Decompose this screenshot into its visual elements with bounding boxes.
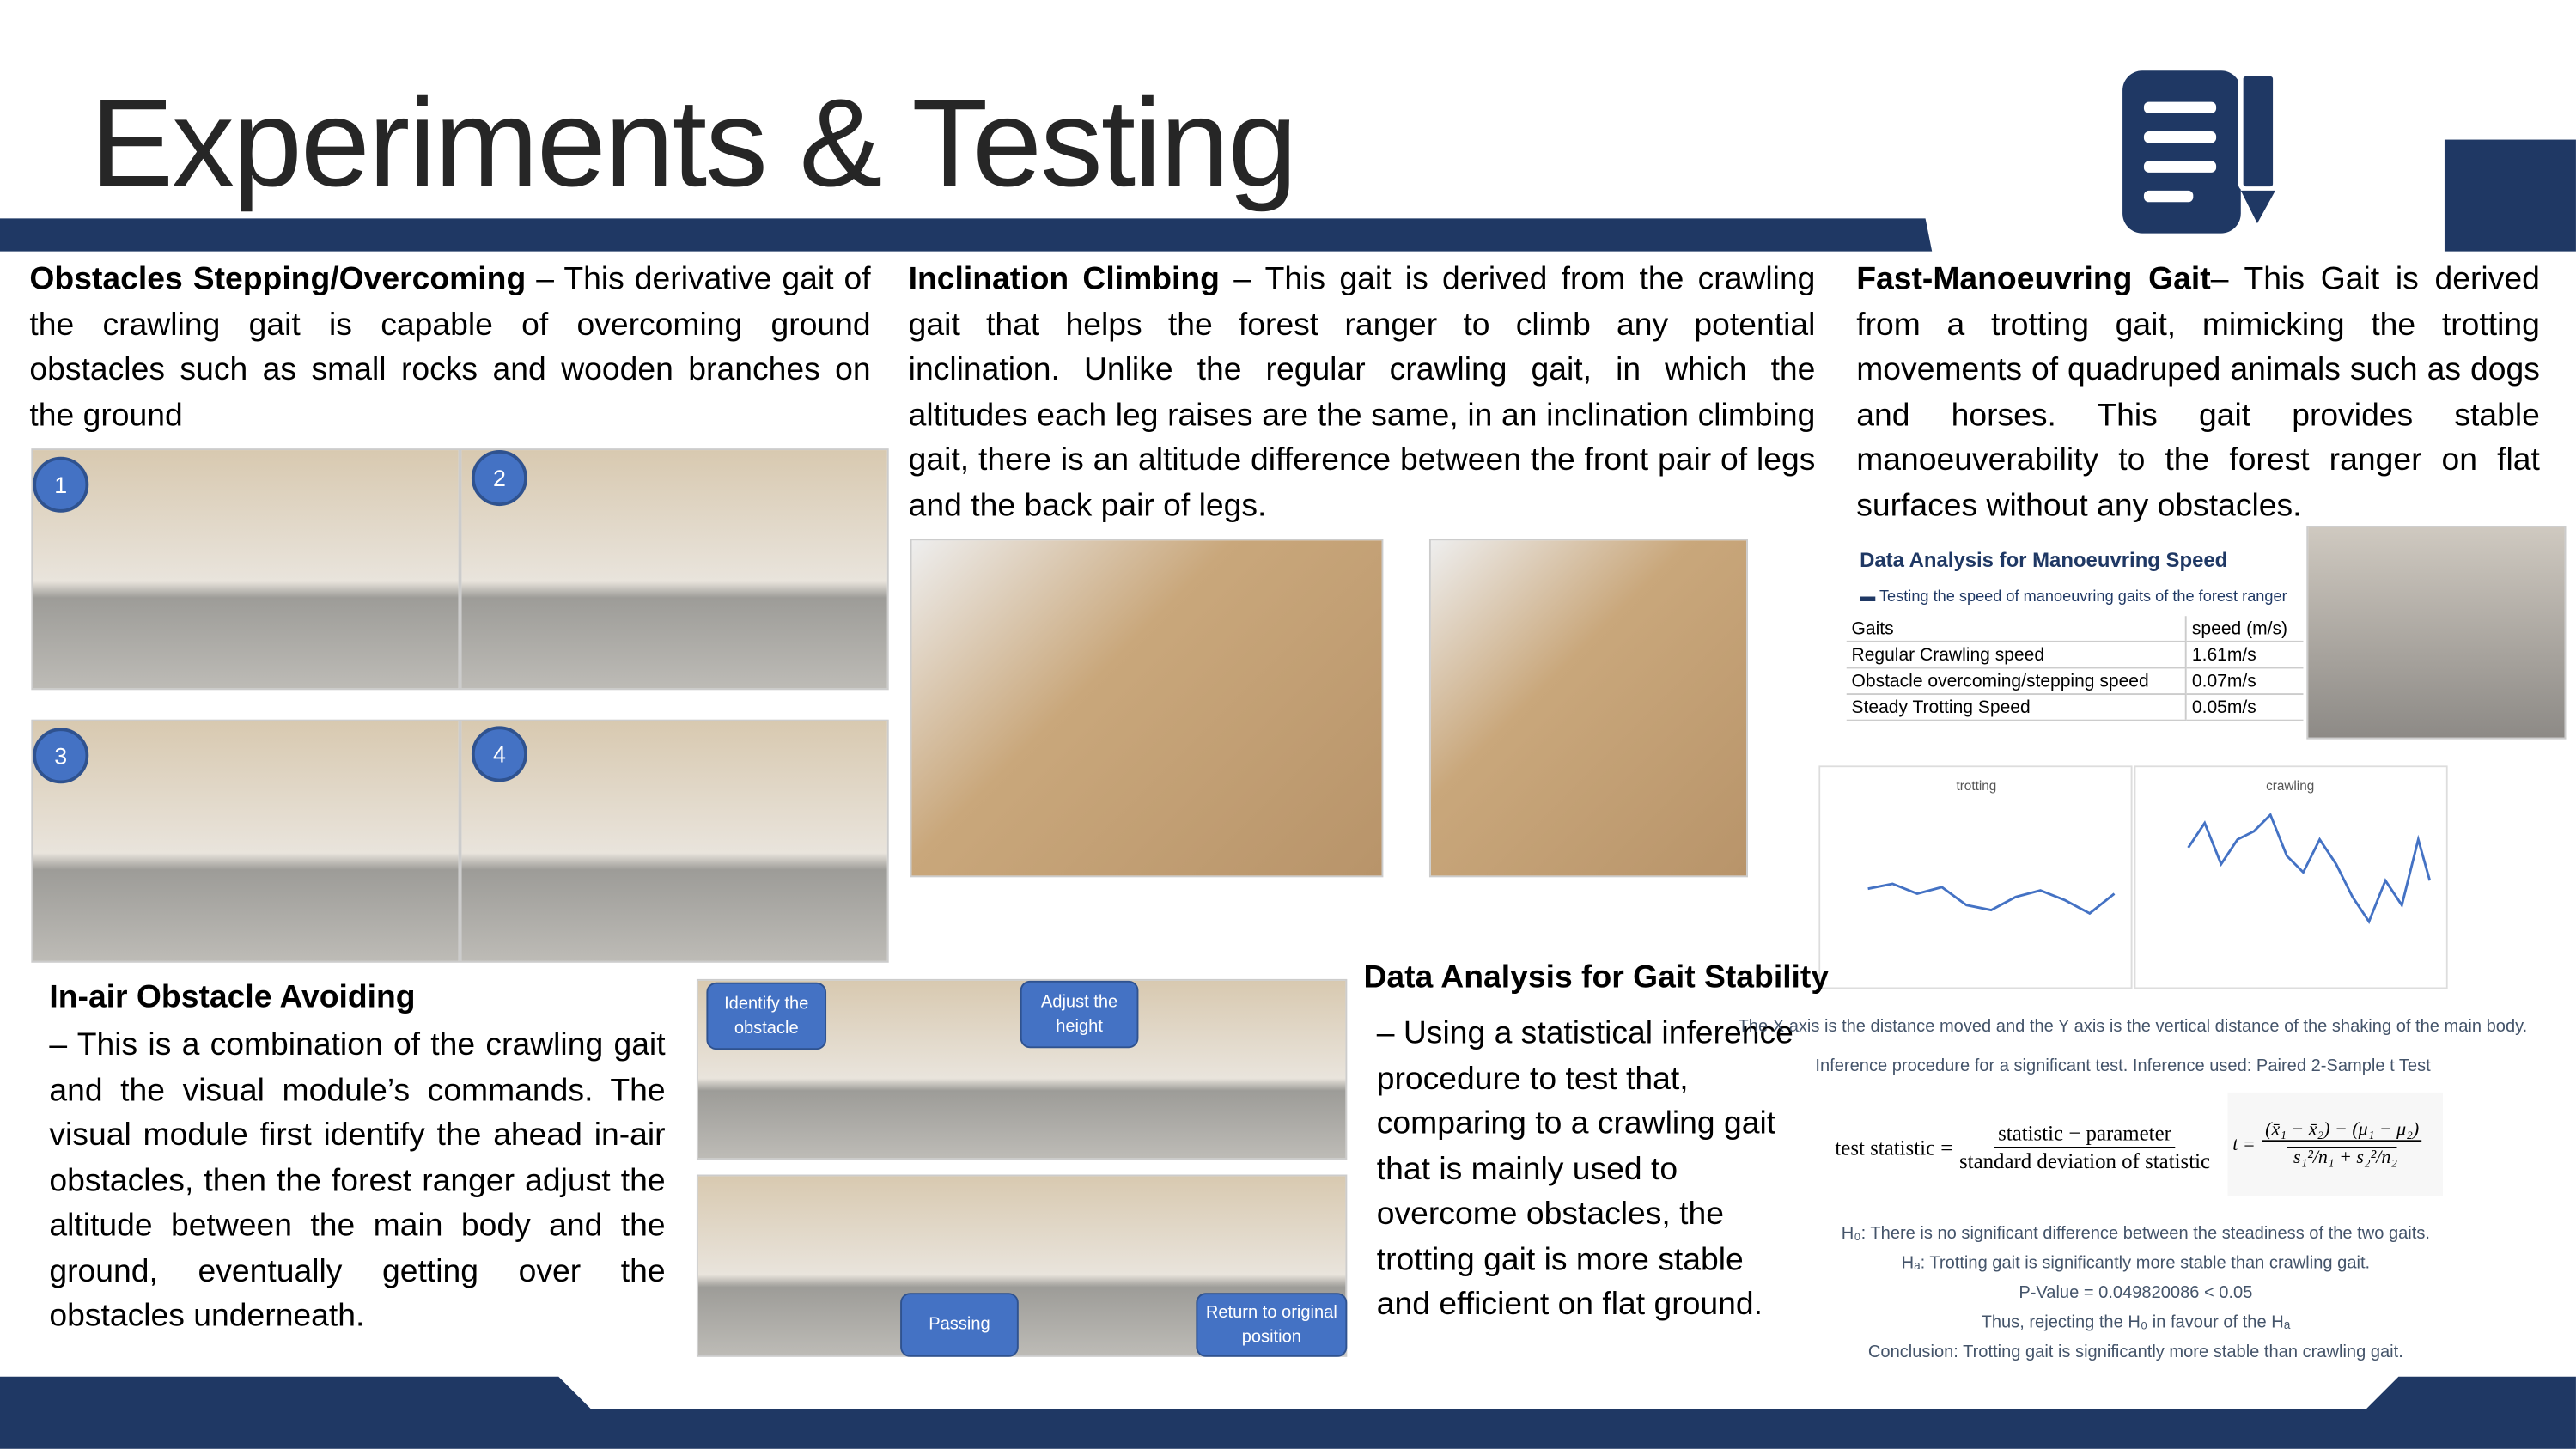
t-formula: t = (x̄₁ − x̄₂) − (μ₁ − μ₂) s₁²/n₁ + s₂²…	[2227, 1092, 2444, 1196]
section-heading: Obstacles Stepping/Overcoming	[29, 261, 527, 298]
section-heading: Data Analysis for Gait Stability	[1363, 959, 1830, 996]
fraction: statistic − parameter standard deviation…	[1959, 1120, 2210, 1174]
step-label: 4	[471, 726, 527, 782]
table-header: speed (m/s)	[2185, 616, 2304, 642]
step-label: 3	[33, 728, 89, 784]
table-subtitle: ▬ Testing the speed of manoeuvring gaits…	[1860, 588, 2287, 606]
corner-block	[2444, 139, 2576, 252]
formula-text: s₁²/n₁ + s₂²/n₂	[2287, 1146, 2397, 1168]
photo	[460, 448, 889, 691]
photo	[2306, 526, 2567, 740]
bottom-band	[0, 1376, 2576, 1449]
inference-line: H₀: There is no significant difference b…	[1841, 1223, 2430, 1244]
section-heading: Inclination Climbing	[908, 261, 1220, 298]
section-body: – Using a statistical inference procedur…	[1376, 1014, 1793, 1323]
step-label: 2	[471, 450, 527, 507]
step-label: 1	[33, 456, 89, 513]
section-heading: In-air Obstacle Avoiding	[49, 978, 416, 1015]
formula-text: test statistic =	[1835, 1134, 1953, 1160]
section-body: – This Gait is derived from a trotting g…	[1856, 261, 2540, 524]
step-label: Identify the obstacle	[706, 982, 827, 1050]
inference-lines: H₀: There is no significant difference b…	[1807, 1219, 2464, 1367]
table-cell: 0.05m/s	[2185, 694, 2304, 721]
plot-title: trotting	[1956, 779, 1996, 794]
step-label: Passing	[900, 1293, 1019, 1357]
inference-procedure: Inference procedure for a significant te…	[1815, 1056, 2431, 1076]
step-label: Adjust the height	[1020, 980, 1139, 1049]
top-band	[0, 218, 1933, 252]
formula-text: standard deviation of statistic	[1958, 1148, 2211, 1173]
inference-line: Conclusion: Trotting gait is significant…	[1867, 1342, 2403, 1362]
formula-text: statistic − parameter	[1994, 1120, 2175, 1148]
section-body: – This gait is derived from the crawling…	[908, 261, 1816, 524]
table-subtitle-text: Testing the speed of manoeuvring gaits o…	[1879, 588, 2287, 606]
fraction: (x̄₁ − x̄₂) − (μ₁ − μ₂) s₁²/n₁ + s₂²/n₂	[2262, 1120, 2423, 1168]
plot-title: crawling	[2266, 779, 2314, 794]
photo	[910, 539, 1384, 878]
table-cell: Regular Crawling speed	[1846, 641, 2187, 669]
inference-line: Thus, rejecting the H₀ in favour of the …	[1981, 1312, 2291, 1333]
table-cell: 0.07m/s	[2185, 667, 2304, 696]
table-title: Data Analysis for Manoeuvring Speed	[1860, 548, 2228, 572]
title: Experiments & Testing	[90, 74, 1297, 214]
formula-text: t =	[2232, 1134, 2256, 1154]
plot-line	[1867, 882, 2116, 916]
inference-line: Hₐ: Trotting gait is significantly more …	[1901, 1253, 2371, 1274]
inference-line: P-Value = 0.049820086 < 0.05	[2019, 1282, 2253, 1303]
doc-icon	[2122, 70, 2278, 234]
photo	[460, 719, 889, 963]
formula-text: (x̄₁ − x̄₂) − (μ₁ − μ₂)	[2262, 1120, 2423, 1142]
photo	[31, 719, 460, 963]
table-header: Gaits	[1846, 616, 2187, 642]
table-cell: Obstacle overcoming/stepping speed	[1846, 667, 2187, 696]
photo	[31, 448, 460, 691]
photo	[1428, 539, 1749, 878]
section-text: Inclination Climbing – This gait is deri…	[909, 258, 1816, 529]
section-text: Fast-Manoeuvring Gait– This Gait is deri…	[1856, 258, 2540, 529]
speed-table: Gaits speed (m/s) Regular Crawling speed 1…	[1846, 616, 2304, 721]
stability-plots: trotting crawling	[1818, 765, 2448, 989]
formula: test statistic = statistic − parameter s…	[1835, 1120, 2210, 1174]
table-cell: Steady Trotting Speed	[1846, 694, 2187, 721]
section-text: Obstacles Stepping/Overcoming – This der…	[29, 258, 870, 438]
section-heading: Fast-Manoeuvring Gait	[1856, 261, 2211, 298]
section-body: – This is a combination of the crawling …	[49, 1026, 666, 1335]
plot-line	[2187, 813, 2432, 925]
plot-caption: The X axis is the distance moved and the…	[1738, 1016, 2528, 1037]
table-cell: 1.61m/s	[2185, 641, 2304, 669]
section-body: – This derivative gait of the crawling g…	[29, 261, 871, 433]
step-label: Return to original position	[1196, 1293, 1348, 1357]
